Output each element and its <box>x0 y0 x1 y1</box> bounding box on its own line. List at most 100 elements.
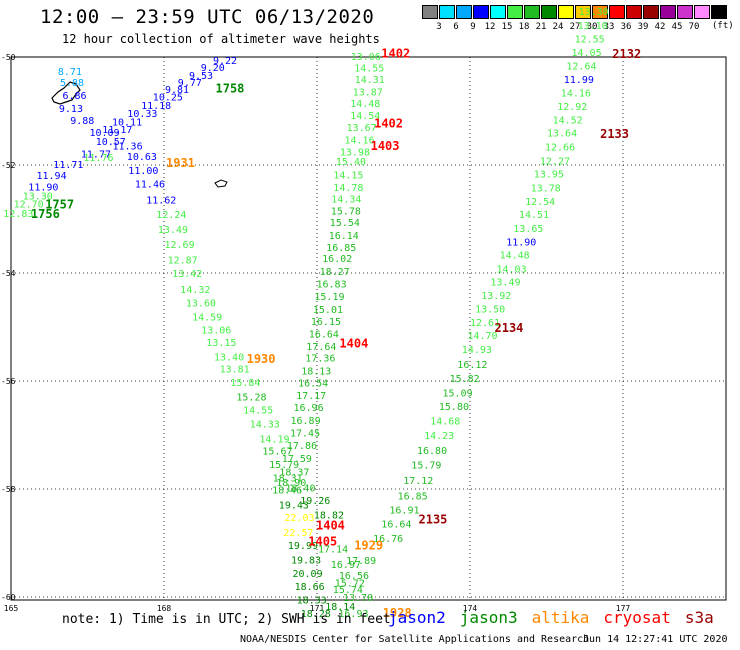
auckland-islands-shape <box>51 81 81 105</box>
wave-height-value: 18.46 <box>272 485 302 496</box>
wave-height-value: 9.77 <box>178 78 202 89</box>
wave-height-value: 11.76 <box>83 153 113 164</box>
wave-height-value: 12.92 <box>557 102 587 113</box>
colorbar-label: 36 <box>620 22 632 32</box>
pass-time-label: 1931 <box>166 156 195 170</box>
wave-height-value: 14.23 <box>424 431 454 442</box>
wave-height-value: 10.11 <box>112 118 142 129</box>
colorbar-label: 21 <box>535 22 547 32</box>
wave-height-value: 11.17 <box>102 125 132 136</box>
wave-height-value: 13.81 <box>220 364 250 375</box>
colorbar-swatch <box>456 5 472 19</box>
wave-height-value: 14.16 <box>345 135 375 146</box>
wave-height-value: 13.06 <box>351 52 381 63</box>
pass-time-label: 1756 <box>31 207 60 221</box>
wave-height-value: 18.27 <box>320 267 350 278</box>
legend-altika: altika <box>531 608 590 627</box>
wave-height-value: 6.86 <box>63 91 87 102</box>
wave-height-value: 13.78 <box>531 184 561 195</box>
wave-height-value: 14.03 <box>497 265 527 276</box>
wave-height-value: 18.66 <box>295 582 325 593</box>
wave-height-value: 16.64 <box>381 519 411 530</box>
wave-height-value: 12.69 <box>165 240 195 251</box>
wave-height-value: 15.01 <box>313 305 343 316</box>
wave-height-value: 14.15 <box>333 171 363 182</box>
wave-height-value: 17.12 <box>403 476 433 487</box>
wave-height-value: 16.83 <box>317 280 347 291</box>
satellite-legend: jason2 jason3 altika cryosat s3a <box>388 608 728 627</box>
wave-height-value: 17.17 <box>296 391 326 402</box>
wave-height-value: 19.99 <box>288 541 318 552</box>
credit-footer: NOAA/NESDIS Center for Satellite Applica… <box>240 634 590 645</box>
colorbar-label: 18 <box>518 22 530 32</box>
longitude-tick-label: 174 <box>463 604 478 613</box>
pass-time-label: 1403 <box>371 139 400 153</box>
wave-height-value: 13.87 <box>353 87 383 98</box>
colorbar-label: 6 <box>453 22 459 32</box>
wave-height-value: 9.13 <box>59 104 83 115</box>
wave-height-value: 10.09 <box>90 128 120 139</box>
wave-height-value: 14.55 <box>243 405 273 416</box>
wave-height-value: 13.10 <box>578 21 608 32</box>
wave-height-value: 14.51 <box>519 210 549 221</box>
colorbar-swatch <box>677 5 693 19</box>
wave-height-value: 18.28 <box>301 609 331 620</box>
wave-height-value: 15.79 <box>269 460 299 471</box>
colorbar-label: 39 <box>637 22 649 32</box>
wave-height-value: 13.95 <box>534 169 564 180</box>
latitude-tick-label: -60 <box>1 593 16 602</box>
pass-time-label: 2133 <box>600 127 629 141</box>
colorbar-label: 33 <box>603 22 615 32</box>
wave-height-value: 16.80 <box>417 446 447 457</box>
colorbar-label: 12 <box>484 22 496 32</box>
wave-height-value: 12.27 <box>540 157 570 168</box>
wave-height-value: 12.70 <box>14 200 44 211</box>
wave-height-value: 15.40 <box>336 157 366 168</box>
wave-height-value: 9.22 <box>213 56 237 67</box>
wave-height-value: 13.92 <box>481 291 511 302</box>
wave-height-value: 12.24 <box>156 210 186 221</box>
wave-height-value: 17.86 <box>287 441 317 452</box>
wave-height-value: 15.19 <box>314 292 344 303</box>
wave-height-value: 10.25 <box>153 93 183 104</box>
wave-height-value: 14.78 <box>333 183 363 194</box>
wave-height-value: 13.64 <box>547 128 577 139</box>
latitude-tick-label: -58 <box>1 485 16 494</box>
wave-height-value: 13.60 <box>186 299 216 310</box>
wave-height-value: 14.52 <box>553 115 583 126</box>
wave-height-value: 11.36 <box>113 141 143 152</box>
pass-time-label: 1404 <box>339 337 368 351</box>
wave-height-value: 18.82 <box>314 511 344 522</box>
colorbar-swatch <box>626 5 642 19</box>
wave-height-value: 15.78 <box>331 207 361 218</box>
wave-height-value: 13.06 <box>201 326 231 337</box>
wave-height-value: 10.33 <box>127 109 157 120</box>
footnote: note: 1) Time is in UTC; 2) SWH is in fe… <box>62 612 391 627</box>
colorbar-label: 3 <box>436 22 442 32</box>
wave-height-value: 16.02 <box>322 254 352 265</box>
wave-height-value: 13.50 <box>475 304 505 315</box>
wave-height-value: 15.67 <box>262 446 292 457</box>
wave-height-value: 13.49 <box>490 277 520 288</box>
wave-height-value: 22.03 <box>284 513 314 524</box>
wave-height-value: 17.36 <box>305 354 335 365</box>
wave-height-value: 14.59 <box>192 313 222 324</box>
legend-cryosat: cryosat <box>603 608 671 627</box>
wave-height-value: 12.55 <box>575 34 605 45</box>
colorbar-swatch <box>643 5 659 19</box>
wave-height-value: 13.40 <box>214 353 244 364</box>
longitude-tick-label: 168 <box>157 604 172 613</box>
wave-height-value: 16.12 <box>457 360 487 371</box>
wave-height-value: 16.56 <box>339 571 369 582</box>
wave-height-value: 17.59 <box>282 454 312 465</box>
colorbar-unit-label: (ft) <box>712 21 734 31</box>
wave-height-value: 14.34 <box>331 194 361 205</box>
longitude-tick-label: 165 <box>4 604 19 613</box>
land-outlines <box>51 81 228 188</box>
wave-height-value: 12.61 <box>470 318 500 329</box>
wave-height-value: 11.90 <box>506 238 536 249</box>
colorbar-label: 15 <box>501 22 513 32</box>
wave-height-value: 11.62 <box>146 195 176 206</box>
colorbar-swatch <box>558 5 574 19</box>
wave-height-value: 9.88 <box>70 116 94 127</box>
